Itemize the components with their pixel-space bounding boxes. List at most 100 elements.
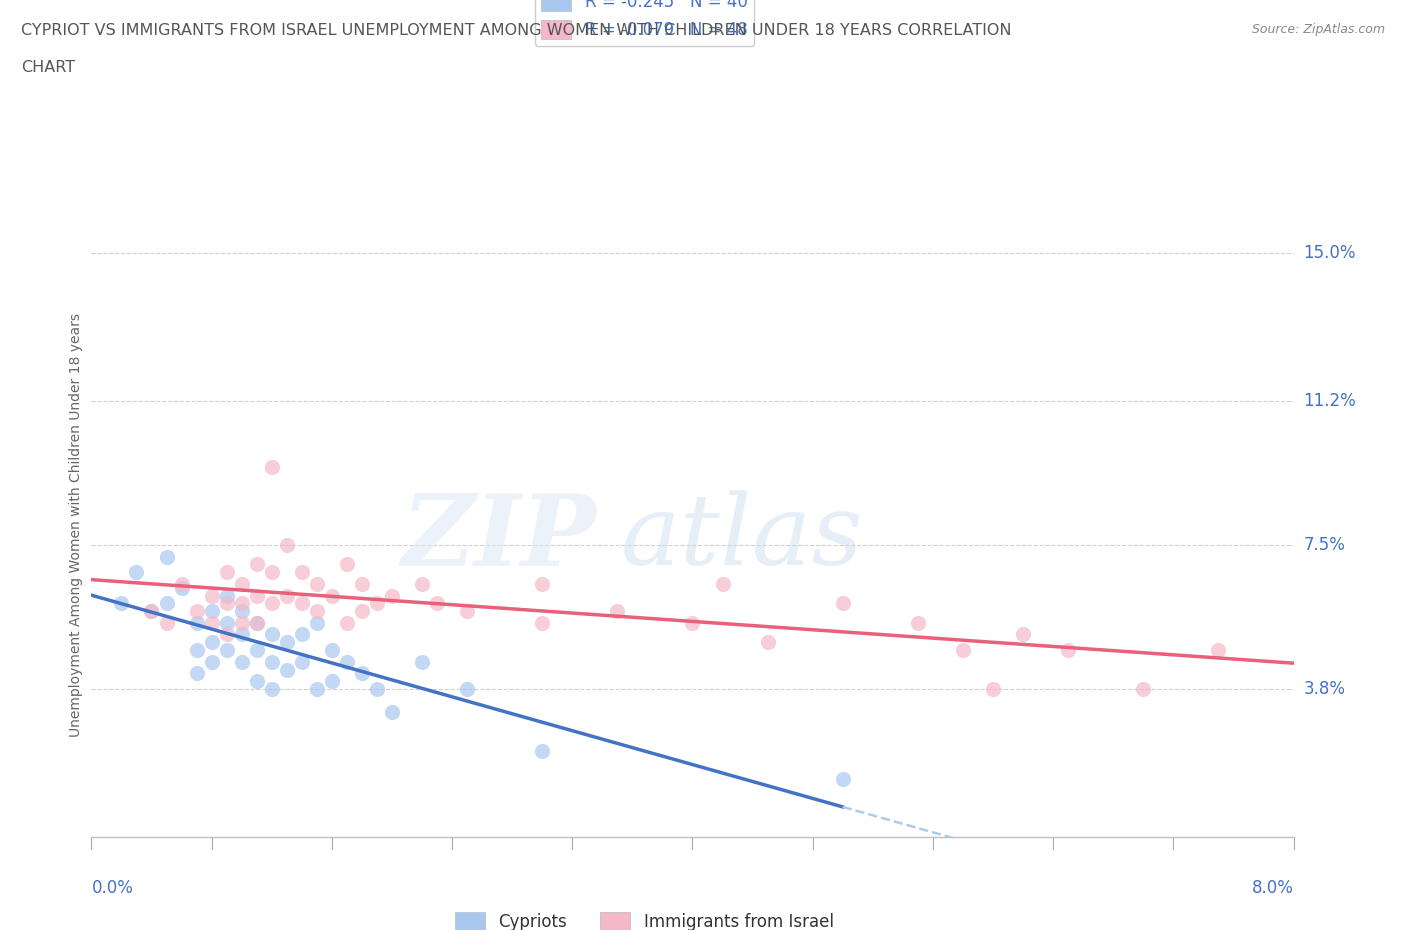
Point bbox=[215, 588, 238, 603]
Point bbox=[305, 682, 328, 697]
Point bbox=[141, 604, 163, 618]
Point bbox=[155, 616, 177, 631]
Point bbox=[305, 604, 328, 618]
Point bbox=[276, 635, 298, 650]
Text: atlas: atlas bbox=[620, 490, 863, 586]
Point bbox=[110, 596, 132, 611]
Point bbox=[231, 627, 253, 642]
Point bbox=[456, 604, 478, 618]
Point bbox=[231, 596, 253, 611]
Text: CYPRIOT VS IMMIGRANTS FROM ISRAEL UNEMPLOYMENT AMONG WOMEN WITH CHILDREN UNDER 1: CYPRIOT VS IMMIGRANTS FROM ISRAEL UNEMPL… bbox=[21, 23, 1011, 38]
Point bbox=[231, 604, 253, 618]
Point bbox=[426, 596, 449, 611]
Text: CHART: CHART bbox=[21, 60, 75, 75]
Point bbox=[336, 655, 359, 670]
Point bbox=[125, 565, 148, 579]
Point bbox=[411, 577, 433, 591]
Point bbox=[170, 577, 193, 591]
Point bbox=[381, 705, 404, 720]
Point bbox=[231, 616, 253, 631]
Point bbox=[215, 627, 238, 642]
Point bbox=[201, 588, 224, 603]
Point bbox=[201, 604, 224, 618]
Point bbox=[952, 643, 974, 658]
Point bbox=[336, 616, 359, 631]
Point bbox=[531, 616, 554, 631]
Point bbox=[246, 643, 269, 658]
Text: 15.0%: 15.0% bbox=[1303, 244, 1355, 262]
Legend: Cypriots, Immigrants from Israel: Cypriots, Immigrants from Israel bbox=[449, 905, 841, 930]
Point bbox=[606, 604, 628, 618]
Point bbox=[231, 655, 253, 670]
Text: ZIP: ZIP bbox=[401, 490, 596, 586]
Text: 0.0%: 0.0% bbox=[91, 879, 134, 897]
Text: 11.2%: 11.2% bbox=[1303, 392, 1357, 410]
Point bbox=[186, 643, 208, 658]
Point bbox=[215, 643, 238, 658]
Point bbox=[756, 635, 779, 650]
Point bbox=[366, 596, 388, 611]
Point bbox=[186, 604, 208, 618]
Point bbox=[291, 627, 314, 642]
Point bbox=[201, 655, 224, 670]
Point bbox=[155, 549, 177, 564]
Point bbox=[215, 616, 238, 631]
Point bbox=[186, 666, 208, 681]
Point bbox=[321, 673, 343, 688]
Point bbox=[350, 666, 373, 681]
Point bbox=[276, 662, 298, 677]
Point bbox=[276, 588, 298, 603]
Point bbox=[1057, 643, 1080, 658]
Point bbox=[291, 655, 314, 670]
Point bbox=[246, 673, 269, 688]
Point bbox=[260, 655, 283, 670]
Point bbox=[291, 565, 314, 579]
Point bbox=[260, 682, 283, 697]
Text: 7.5%: 7.5% bbox=[1303, 536, 1346, 554]
Point bbox=[1012, 627, 1035, 642]
Point bbox=[260, 565, 283, 579]
Point bbox=[231, 577, 253, 591]
Point bbox=[907, 616, 929, 631]
Point bbox=[350, 604, 373, 618]
Point bbox=[381, 588, 404, 603]
Point bbox=[305, 577, 328, 591]
Point bbox=[305, 616, 328, 631]
Text: Source: ZipAtlas.com: Source: ZipAtlas.com bbox=[1251, 23, 1385, 36]
Point bbox=[531, 744, 554, 759]
Point bbox=[246, 616, 269, 631]
Point bbox=[681, 616, 703, 631]
Point bbox=[246, 588, 269, 603]
Point bbox=[201, 616, 224, 631]
Point bbox=[186, 616, 208, 631]
Point bbox=[246, 557, 269, 572]
Point bbox=[350, 577, 373, 591]
Point bbox=[215, 596, 238, 611]
Point bbox=[831, 596, 853, 611]
Point bbox=[1132, 682, 1154, 697]
Point bbox=[456, 682, 478, 697]
Point bbox=[260, 596, 283, 611]
Point bbox=[531, 577, 554, 591]
Point bbox=[1208, 643, 1230, 658]
Point bbox=[366, 682, 388, 697]
Point bbox=[321, 588, 343, 603]
Text: 3.8%: 3.8% bbox=[1303, 680, 1346, 698]
Point bbox=[170, 580, 193, 595]
Point bbox=[831, 771, 853, 786]
Text: 8.0%: 8.0% bbox=[1251, 879, 1294, 897]
Point bbox=[260, 627, 283, 642]
Point bbox=[155, 596, 177, 611]
Point bbox=[291, 596, 314, 611]
Point bbox=[336, 557, 359, 572]
Point bbox=[215, 565, 238, 579]
Point bbox=[246, 616, 269, 631]
Point bbox=[141, 604, 163, 618]
Point bbox=[321, 643, 343, 658]
Point bbox=[711, 577, 734, 591]
Point bbox=[411, 655, 433, 670]
Y-axis label: Unemployment Among Women with Children Under 18 years: Unemployment Among Women with Children U… bbox=[69, 313, 83, 737]
Point bbox=[981, 682, 1004, 697]
Point bbox=[276, 538, 298, 552]
Point bbox=[260, 459, 283, 474]
